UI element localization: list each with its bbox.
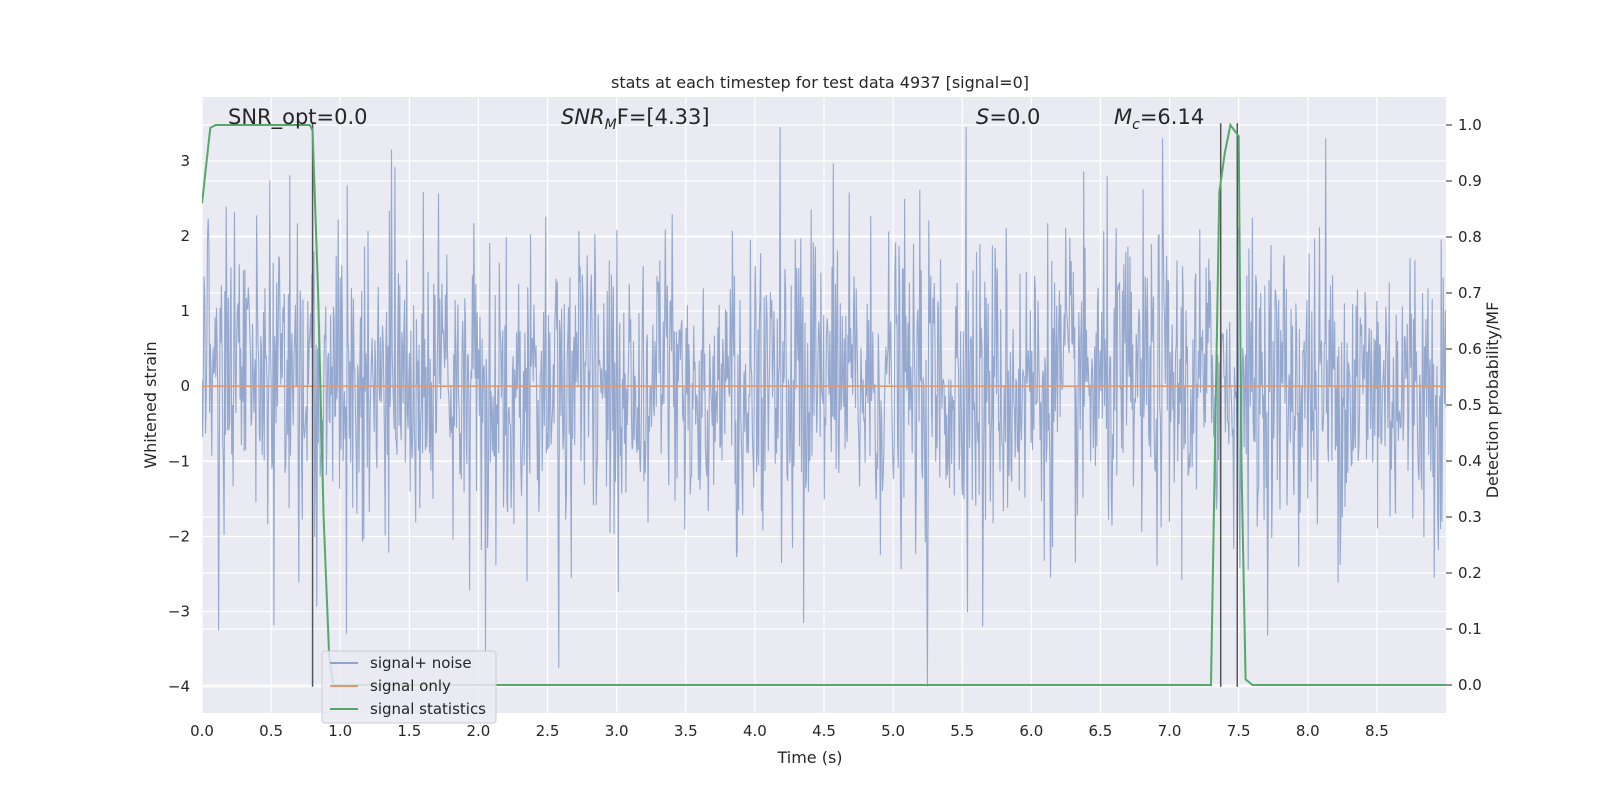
x-tick-label: 2.0 bbox=[467, 722, 491, 740]
y-axis-left-ticks: 3 2 1 0 −1 −2 −3 −4 bbox=[168, 152, 190, 696]
annotation-s: S=0.0 bbox=[976, 105, 1040, 129]
x-tick-label: 1.0 bbox=[328, 722, 352, 740]
annotation-snr-mf-main: SNR bbox=[561, 105, 605, 129]
annotation-mc-main: M bbox=[1114, 105, 1132, 129]
y-axis-right-label: Detection probability/MF bbox=[1483, 302, 1502, 499]
y-right-tick-label: 0.2 bbox=[1458, 564, 1482, 582]
y-right-tick-label: 0.6 bbox=[1458, 340, 1482, 358]
y-right-tick-label: 0.9 bbox=[1458, 172, 1482, 190]
x-tick-label: 5.0 bbox=[881, 722, 905, 740]
x-tick-label: 8.5 bbox=[1365, 722, 1389, 740]
y-right-tick-label: 0.8 bbox=[1458, 228, 1482, 246]
y-right-tick-label: 0.5 bbox=[1458, 396, 1482, 414]
chart-title: stats at each timestep for test data 493… bbox=[611, 73, 1029, 92]
x-axis-label: Time (s) bbox=[776, 748, 842, 767]
y-left-tick-label: −2 bbox=[168, 527, 190, 545]
annotation-snr-opt: SNR_opt=0.0 bbox=[228, 105, 368, 130]
annotation-mc-sub: c bbox=[1132, 117, 1140, 133]
y-left-tick-label: −4 bbox=[168, 678, 190, 696]
annotation-s-main: S bbox=[976, 105, 989, 129]
annotation-mc: Mc=6.14 bbox=[1114, 105, 1204, 133]
x-axis-ticks: 0.0 0.5 1.0 1.5 2.0 2.5 3.0 3.5 4.0 4.5 5.0 5.5 6.0 6… bbox=[190, 722, 1389, 740]
annotation-s-rest: =0.0 bbox=[989, 105, 1040, 129]
series-signal-noise bbox=[202, 126, 1446, 687]
x-tick-label: 5.5 bbox=[950, 722, 974, 740]
legend-box bbox=[321, 650, 497, 724]
annotations: SNR_opt=0.0 SNRMF=[4.33] S=0.0 Mc=6.14 bbox=[228, 105, 1204, 133]
vertical-markers bbox=[311, 123, 1239, 687]
x-tick-label: 8.0 bbox=[1296, 722, 1320, 740]
y-left-tick-label: 2 bbox=[180, 227, 190, 245]
y-right-tick-label: 0.1 bbox=[1458, 620, 1482, 638]
y-right-tick-label: 0.0 bbox=[1458, 676, 1482, 694]
y-right-tick-label: 1.0 bbox=[1458, 116, 1482, 134]
legend-label-signal-noise: signal+ noise bbox=[370, 654, 472, 672]
y-right-tick-label: 0.3 bbox=[1458, 508, 1482, 526]
x-tick-label: 4.5 bbox=[812, 722, 836, 740]
series-line-signal-noise bbox=[202, 126, 1446, 687]
y-left-tick-label: 3 bbox=[180, 152, 190, 170]
x-tick-label: 4.0 bbox=[743, 722, 767, 740]
x-tick-label: 1.5 bbox=[397, 722, 421, 740]
y-right-tick-label: 0.7 bbox=[1458, 284, 1482, 302]
legend-label-signal-only: signal only bbox=[370, 677, 451, 695]
y-left-tick-label: −1 bbox=[168, 452, 190, 470]
x-tick-label: 2.5 bbox=[536, 722, 560, 740]
annotation-snr-mf-rest: F=[4.33] bbox=[617, 105, 710, 129]
annotation-snr-mf-sub: M bbox=[605, 117, 617, 133]
x-tick-label: 6.0 bbox=[1019, 722, 1043, 740]
x-tick-label: 6.5 bbox=[1089, 722, 1113, 740]
series-signal-statistics bbox=[202, 122, 1446, 686]
y-axis-left-label: Whitened strain bbox=[141, 341, 160, 468]
y-left-tick-label: 1 bbox=[180, 302, 190, 320]
x-tick-label: 7.5 bbox=[1227, 722, 1251, 740]
x-tick-label: 3.0 bbox=[605, 722, 629, 740]
y-axis-right-ticks: 1.0 0.9 0.8 0.7 0.6 0.5 0.4 0.3 0.2 0.1 0.0 bbox=[1446, 116, 1482, 694]
legend-label-signal-statistics: signal statistics bbox=[370, 700, 486, 718]
annotation-mc-rest: =6.14 bbox=[1140, 105, 1204, 129]
annotation-snr-mf: SNRMF=[4.33] bbox=[561, 105, 710, 133]
series-line-signal-statistics bbox=[202, 122, 1446, 686]
x-tick-label: 0.5 bbox=[259, 722, 283, 740]
legend: signal+ noise signal only signal statist… bbox=[321, 650, 497, 724]
y-left-tick-label: 0 bbox=[180, 377, 190, 395]
x-tick-label: 0.0 bbox=[190, 722, 214, 740]
y-left-tick-label: −3 bbox=[168, 603, 190, 621]
x-tick-label: 7.0 bbox=[1158, 722, 1182, 740]
x-tick-label: 3.5 bbox=[674, 722, 698, 740]
y-right-tick-label: 0.4 bbox=[1458, 452, 1482, 470]
